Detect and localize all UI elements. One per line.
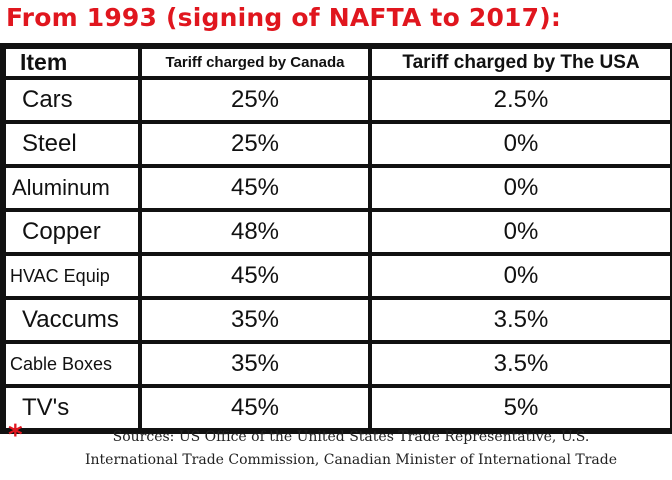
header-item: Item: [4, 47, 140, 78]
table-row: Cars 25% 2.5%: [4, 78, 672, 122]
canada-tariff-cell: 35%: [140, 342, 370, 386]
item-cell: Copper: [4, 210, 140, 254]
canada-tariff-cell: 35%: [140, 298, 370, 342]
item-cell: Cable Boxes: [4, 342, 140, 386]
table-row: HVAC Equip 45% 0%: [4, 254, 672, 298]
usa-tariff-cell: 0%: [370, 122, 672, 166]
table-header-row: Item Tariff charged by Canada Tariff cha…: [4, 47, 672, 78]
sources-line-1: Sources: US Office of the United States …: [112, 429, 590, 445]
canada-tariff-cell: 45%: [140, 166, 370, 210]
table-row: Steel 25% 0%: [4, 122, 672, 166]
page-title: From 1993 (signing of NAFTA to 2017):: [6, 3, 562, 32]
canada-tariff-cell: 48%: [140, 210, 370, 254]
item-cell: Cars: [4, 78, 140, 122]
canada-tariff-cell: 45%: [140, 254, 370, 298]
usa-tariff-cell: 2.5%: [370, 78, 672, 122]
usa-tariff-cell: 0%: [370, 166, 672, 210]
item-cell: Aluminum: [4, 166, 140, 210]
table-row: Copper 48% 0%: [4, 210, 672, 254]
usa-tariff-cell: 0%: [370, 210, 672, 254]
usa-tariff-cell: 3.5%: [370, 298, 672, 342]
table-row: Cable Boxes 35% 3.5%: [4, 342, 672, 386]
usa-tariff-cell: 0%: [370, 254, 672, 298]
sources-line-2: International Trade Commission, Canadian…: [84, 452, 617, 468]
table-row: Vaccums 35% 3.5%: [4, 298, 672, 342]
item-cell: TV's: [4, 386, 140, 430]
item-cell: Vaccums: [4, 298, 140, 342]
tariff-table: Item Tariff charged by Canada Tariff cha…: [0, 43, 672, 434]
table-row: Aluminum 45% 0%: [4, 166, 672, 210]
sources-note: Sources: US Office of the United States …: [40, 426, 662, 472]
header-usa-tariff: Tariff charged by The USA: [370, 47, 672, 78]
canada-tariff-cell: 25%: [140, 78, 370, 122]
item-cell: HVAC Equip: [4, 254, 140, 298]
asterisk-icon: *: [8, 418, 23, 451]
item-cell: Steel: [4, 122, 140, 166]
canada-tariff-cell: 25%: [140, 122, 370, 166]
usa-tariff-cell: 5%: [370, 386, 672, 430]
canada-tariff-cell: 45%: [140, 386, 370, 430]
usa-tariff-cell: 3.5%: [370, 342, 672, 386]
table-row: TV's 45% 5%: [4, 386, 672, 430]
header-canada-tariff: Tariff charged by Canada: [140, 47, 370, 78]
